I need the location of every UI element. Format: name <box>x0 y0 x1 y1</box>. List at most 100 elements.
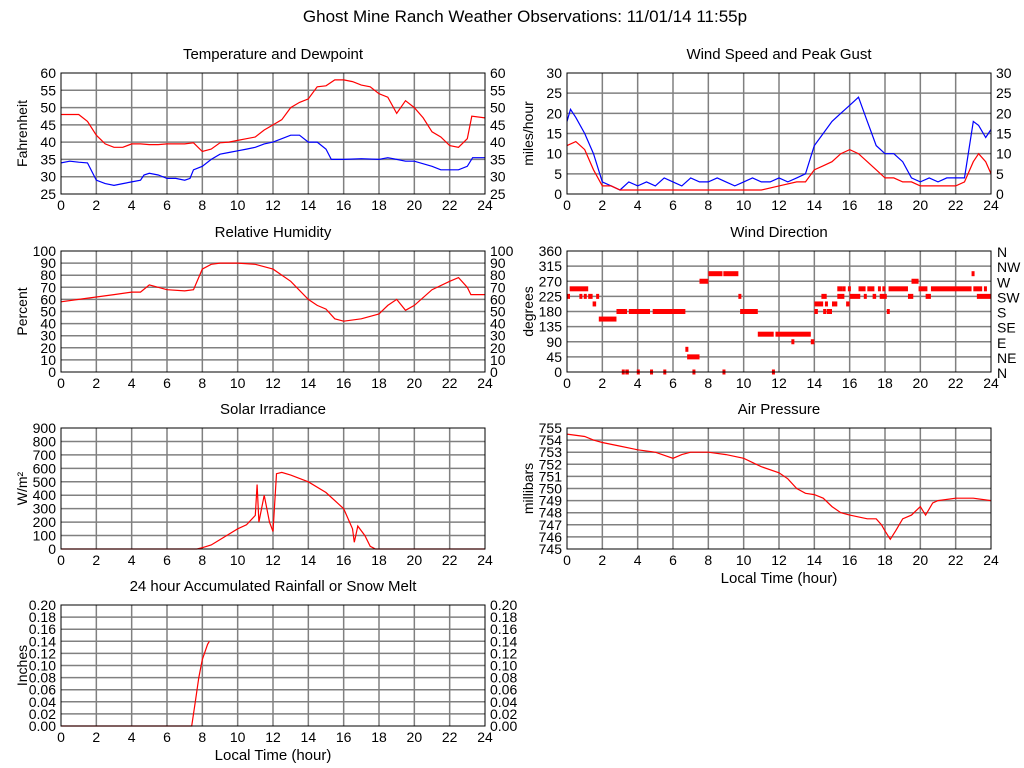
series-line-solar-irradiance <box>61 471 485 550</box>
x-tick-label: 0 <box>57 375 65 391</box>
y-tick-label: 400 <box>33 487 57 503</box>
y-tick-label-right: 0.06 <box>490 682 517 698</box>
y-axis-label: millibars <box>520 463 536 514</box>
y-tick-label-right: 35 <box>490 151 506 167</box>
x-tick-label: 16 <box>842 197 858 213</box>
y-axis-label: Percent <box>14 287 30 335</box>
x-tick-label: 22 <box>442 729 458 745</box>
y-tick-label-right: 20 <box>996 105 1012 121</box>
wind-direction-point <box>930 286 972 292</box>
y-tick-label: 0.14 <box>29 633 56 649</box>
y-tick-label-right: 25 <box>996 85 1012 101</box>
y-tick-label: 180 <box>539 304 563 320</box>
y-tick-label-right: 30 <box>996 65 1012 81</box>
y-tick-label: 40 <box>40 134 56 150</box>
wind-direction-point <box>849 293 861 299</box>
x-tick-label: 22 <box>442 375 458 391</box>
x-tick-label: 16 <box>336 197 352 213</box>
y-tick-label-right: 0.18 <box>490 609 517 625</box>
y-tick-label: 80 <box>40 267 56 283</box>
x-tick-label: 10 <box>736 375 752 391</box>
y-tick-label: 745 <box>539 541 563 557</box>
wind-direction-point <box>738 293 742 299</box>
x-tick-label: 10 <box>736 197 752 213</box>
y-tick-label-right: 40 <box>490 134 506 150</box>
y-tick-label: 700 <box>33 447 57 463</box>
wind-direction-point <box>569 286 589 292</box>
wind-direction-point <box>879 293 887 299</box>
y-tick-label-right: 0.00 <box>490 718 517 734</box>
x-tick-label: 6 <box>163 729 171 745</box>
plot-border <box>60 427 486 550</box>
y-tick-label-right: 50 <box>490 304 506 320</box>
x-tick-label: 10 <box>230 197 246 213</box>
wind-direction-point <box>791 339 795 345</box>
y-tick-label-right: 0.02 <box>490 706 517 722</box>
x-tick-label: 8 <box>198 729 206 745</box>
y-tick-label: 800 <box>33 433 57 449</box>
y-tick-label-right: 60 <box>490 65 506 81</box>
y-tick-label: 35 <box>40 151 56 167</box>
x-tick-label: 14 <box>807 197 823 213</box>
x-tick-label: 6 <box>163 375 171 391</box>
x-tick-label: 24 <box>983 375 999 391</box>
wind-direction-point <box>925 293 931 299</box>
y-tick-label: 747 <box>539 517 563 533</box>
y-tick-label: 754 <box>539 432 563 448</box>
y-tick-label: 60 <box>40 65 56 81</box>
y-tick-label: 270 <box>539 273 563 289</box>
chart-panel-6: 24 hour Accumulated Rainfall or Snow Mel… <box>14 578 517 764</box>
wind-direction-point <box>708 271 723 277</box>
y-tick-label: 60 <box>40 291 56 307</box>
y-tick-label: 315 <box>539 258 563 274</box>
x-tick-label: 18 <box>371 729 387 745</box>
y-tick-label: 753 <box>539 444 563 460</box>
y-tick-label: 100 <box>33 528 57 544</box>
x-axis-label: Local Time (hour) <box>721 570 838 587</box>
plot-border <box>566 72 992 195</box>
x-tick-label: 0 <box>57 197 65 213</box>
y-tick-label: 752 <box>539 456 563 472</box>
y-axis-label: degrees <box>520 286 536 337</box>
wind-direction-point <box>723 271 739 277</box>
x-tick-label: 2 <box>598 375 606 391</box>
x-tick-label: 24 <box>983 552 999 568</box>
y-tick-label-right: 10 <box>490 352 506 368</box>
y-tick-label-right: 0.14 <box>490 633 517 649</box>
y-tick-label: 0.18 <box>29 609 56 625</box>
x-tick-label: 6 <box>669 552 677 568</box>
chart-title: Air Pressure <box>738 401 821 418</box>
compass-label: N <box>997 365 1007 381</box>
y-tick-label: 20 <box>546 105 562 121</box>
y-tick-label: 50 <box>40 100 56 116</box>
chart-title: Solar Irradiance <box>220 401 326 418</box>
y-tick-label: 40 <box>40 316 56 332</box>
wind-direction-point <box>976 293 991 299</box>
x-tick-label: 4 <box>634 375 642 391</box>
wind-direction-point <box>598 316 617 322</box>
x-tick-label: 16 <box>842 552 858 568</box>
y-tick-label-right: 0.20 <box>490 597 517 613</box>
y-tick-label: 600 <box>33 460 57 476</box>
wind-direction-point <box>592 301 597 307</box>
y-tick-label-right: 50 <box>490 100 506 116</box>
y-tick-label: 10 <box>546 146 562 162</box>
x-tick-label: 6 <box>163 197 171 213</box>
x-tick-label: 22 <box>948 552 964 568</box>
x-tick-label: 2 <box>598 552 606 568</box>
x-tick-label: 12 <box>265 729 281 745</box>
compass-label: NW <box>997 259 1021 275</box>
chart-title: Wind Direction <box>730 224 828 241</box>
x-tick-label: 8 <box>704 197 712 213</box>
wind-direction-point <box>983 286 987 292</box>
series-line-peak-gust <box>566 96 992 191</box>
wind-direction-point <box>911 278 919 284</box>
x-tick-label: 14 <box>301 197 317 213</box>
wind-direction-point <box>973 286 983 292</box>
wind-direction-point <box>846 301 850 307</box>
x-axis-label: Local Time (hour) <box>215 747 332 764</box>
y-tick-label-right: 0 <box>996 186 1004 202</box>
